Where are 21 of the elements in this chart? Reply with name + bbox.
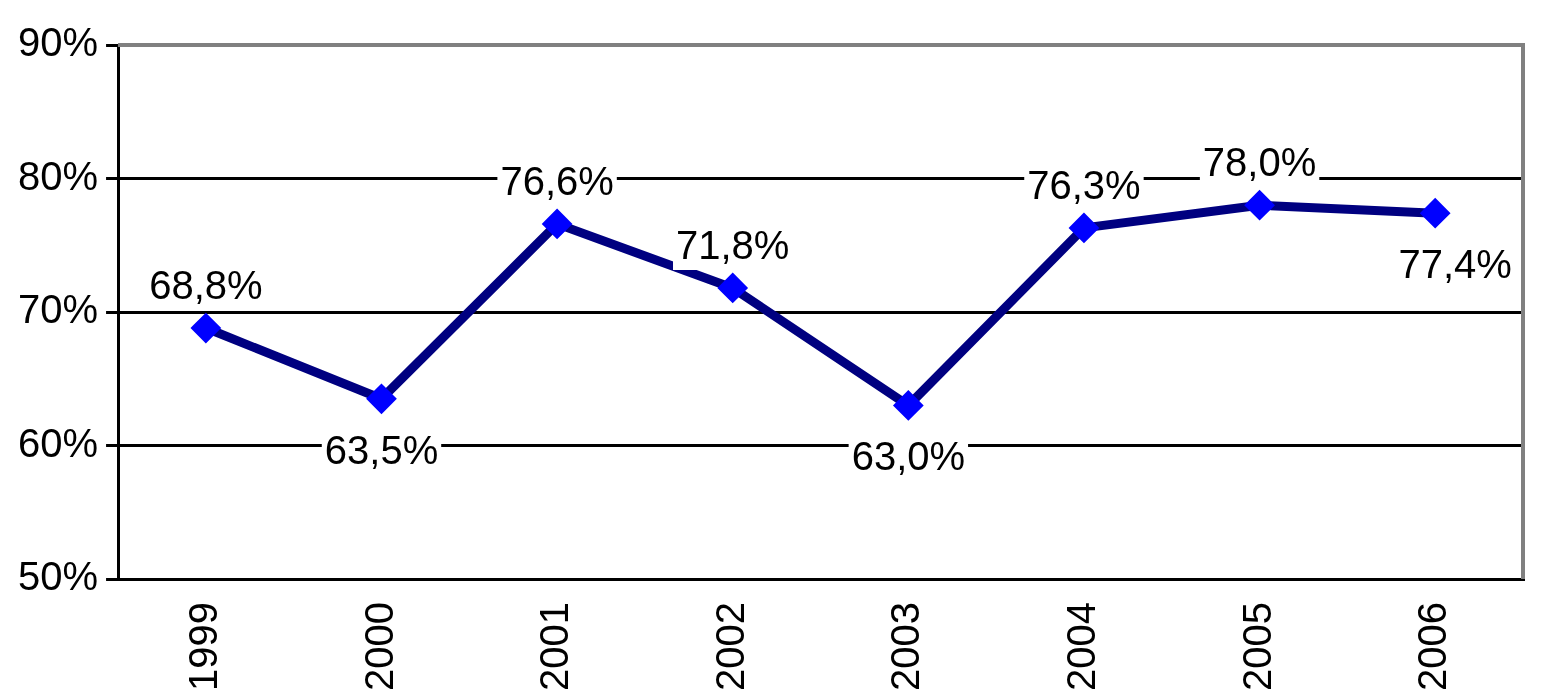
y-tick-label: 60% [18,420,99,465]
y-tick-label: 70% [18,287,99,332]
x-tick-label: 2000 [356,602,401,691]
y-tick-label: 90% [18,20,99,65]
y-tick-label: 80% [18,153,99,198]
data-label: 76,6% [500,158,614,203]
x-tick-label: 1999 [180,602,225,691]
data-label: 78,0% [1202,140,1317,185]
x-tick-label: 2001 [532,602,577,691]
x-tick-label: 2005 [1234,602,1279,691]
data-label: 71,8% [676,223,790,268]
data-label: 76,3% [1027,162,1141,207]
x-tick-label: 2002 [707,602,752,691]
x-tick-label: 2003 [883,602,928,691]
data-label: 68,8% [149,263,263,308]
data-label: 63,0% [851,434,966,479]
y-tick-label: 50% [18,554,99,599]
x-tick-label: 2006 [1410,602,1455,691]
data-label: 77,4% [1398,242,1512,287]
data-label: 63,5% [324,427,439,472]
x-tick-label: 2004 [1058,602,1103,691]
